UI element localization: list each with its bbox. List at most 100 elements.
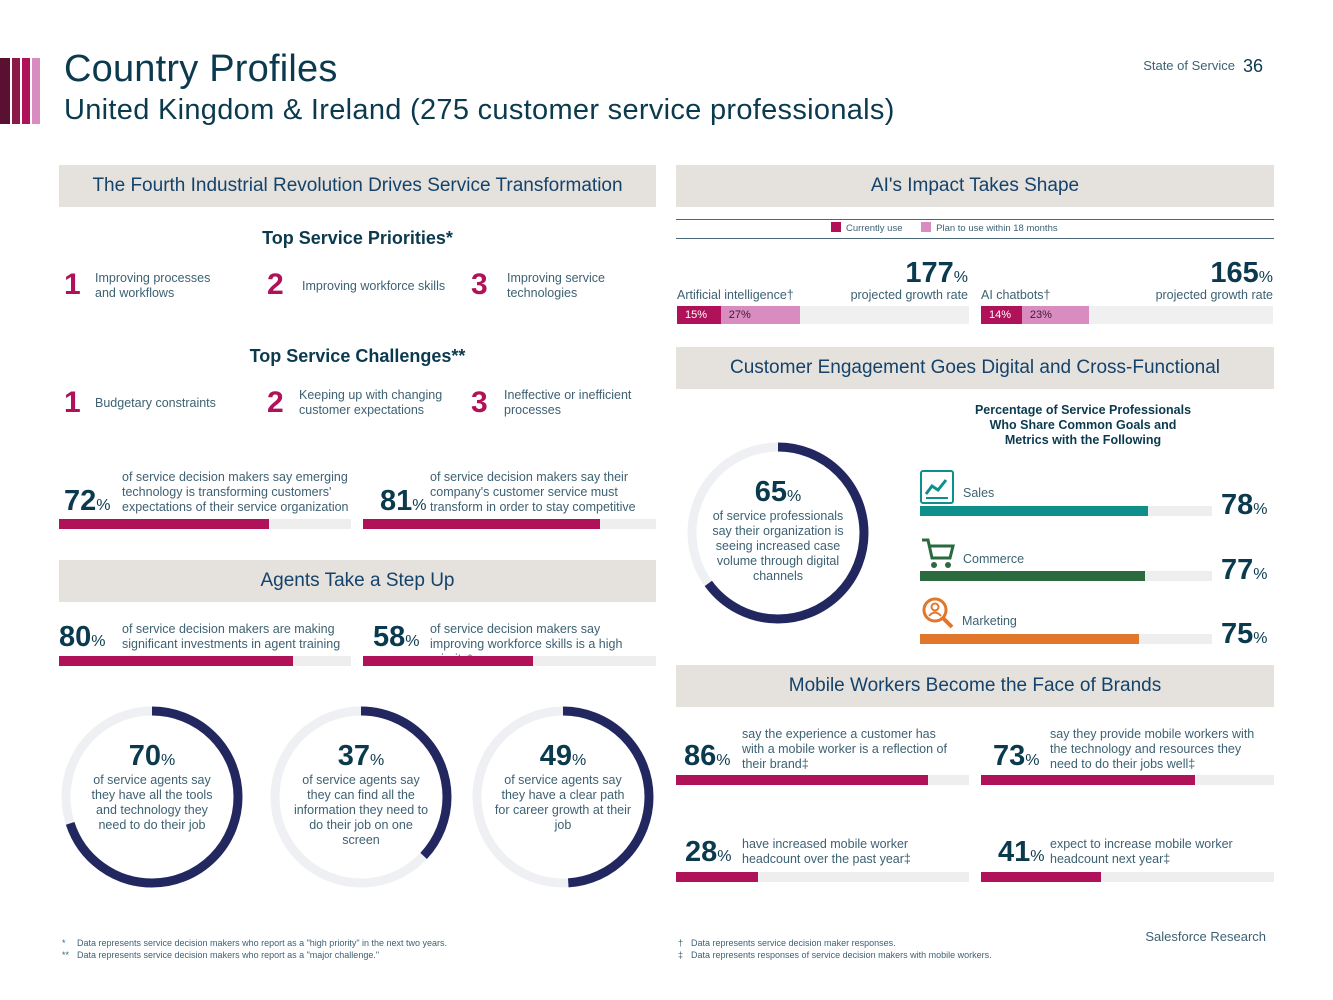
- mobile-stat-41-fill: [981, 872, 1102, 882]
- legend-swatch-current: [831, 222, 841, 232]
- section-bar-fourth-industrial: The Fourth Industrial Revolution Drives …: [59, 165, 656, 207]
- ring-49: [472, 706, 654, 888]
- legend-swatch-plan: [921, 222, 932, 232]
- ring-65-arc: [687, 442, 869, 624]
- footnote-4: ‡ Data represents responses of service de…: [678, 949, 1118, 961]
- ring-65-text: 65% of service professionals say their or…: [703, 476, 853, 584]
- legend-plan: Plan to use within 18 months: [936, 223, 1058, 234]
- goal-value-marketing: 75%: [1221, 619, 1268, 654]
- ring-37-unit: %: [370, 752, 385, 769]
- ring-49-unit: %: [572, 752, 587, 769]
- ring-65-unit: %: [787, 488, 802, 505]
- ai-bar-2-plan-label: 23%: [1029, 309, 1052, 321]
- page-title: Country Profiles: [64, 48, 338, 90]
- ai-bar-1-plan-label: 27%: [728, 309, 751, 321]
- ring-70-number: 70%: [82, 740, 222, 773]
- stat-81: 81%: [380, 486, 427, 521]
- ring-70-arc: [61, 706, 243, 888]
- mobile-stat-41-unit: %: [1030, 848, 1045, 865]
- challenge-rank-1: 1: [64, 386, 81, 419]
- mobile-stat-28-text: have increased mobile worker headcount o…: [742, 837, 911, 866]
- mobile-stat-86-track: [676, 775, 969, 785]
- ai-label-2: AI chatbots†: [981, 288, 1051, 302]
- footnote-2-text: Data represents service decision makers …: [77, 950, 380, 960]
- mobile-stat-73-fill: [981, 775, 1195, 785]
- mobile-stat-86: 86%: [684, 741, 731, 776]
- ai-bar-2-current-label: 14%: [989, 309, 1012, 321]
- ai-bar-1-plan: 27%: [720, 306, 800, 324]
- section-bar-agents: Agents Take a Step Up: [59, 560, 656, 602]
- priorities-title-text: Top Service Priorities*: [262, 228, 453, 248]
- footnote-1-mark: *: [62, 938, 66, 948]
- stat-58-unit: %: [405, 633, 420, 650]
- goal-value-commerce: 77%: [1221, 555, 1268, 590]
- goal-fill-commerce: [920, 571, 1145, 581]
- goal-fill-marketing: [920, 634, 1139, 644]
- ring-65-value: 65: [754, 476, 788, 508]
- goal-value-marketing-num: 75: [1221, 618, 1254, 650]
- priority-text-1: Improving processes and workflows: [95, 271, 211, 300]
- stat-72: 72%: [64, 486, 111, 521]
- stat-72-value: 72: [64, 485, 97, 517]
- stat-58-text: of service decision makers say improving…: [430, 622, 623, 666]
- stat-80-text: of service decision makers are making si…: [122, 622, 341, 651]
- stat-72-track: [59, 519, 351, 529]
- ai-growth-2-value: 165: [1210, 257, 1259, 289]
- mobile-stat-73: 73%: [993, 741, 1040, 776]
- legend: Currently use Plan to use within 18 mont…: [831, 222, 1058, 234]
- stat-81-track: [363, 519, 656, 529]
- goal-label-sales: Sales: [963, 486, 995, 500]
- goal-track-marketing: [920, 634, 1212, 644]
- ring-70-text: 70% of service agents say they have all t…: [82, 740, 222, 833]
- footnote-4-text: Data represents responses of service dec…: [691, 950, 992, 960]
- stat-72-unit: %: [96, 497, 111, 514]
- ring-37-arc: [270, 706, 452, 888]
- ai-growth-label-2: projected growth rate: [1155, 288, 1273, 302]
- sales-chart-icon: [920, 470, 954, 504]
- mobile-stat-28-track: [676, 872, 969, 882]
- mobile-stat-73-value: 73: [993, 740, 1026, 772]
- section-bar-engagement: Customer Engagement Goes Digital and Cro…: [676, 347, 1274, 389]
- right-footnotes: † Data represents service decision maker …: [678, 937, 1118, 961]
- challenge-text-1: Budgetary constraints: [95, 396, 216, 410]
- ring-49-arc: [472, 706, 654, 888]
- ai-growth-1: 177%: [905, 258, 968, 293]
- mobile-stat-86-value: 86: [684, 740, 717, 772]
- ring-49-number: 49%: [493, 740, 633, 773]
- priority-text-2: Improving workforce skills: [302, 279, 446, 293]
- footnote-2: ** Data represents service decision maker…: [62, 949, 622, 961]
- goal-value-sales: 78%: [1221, 490, 1268, 525]
- stat-80-unit: %: [91, 633, 106, 650]
- mobile-stat-86-fill: [676, 775, 928, 785]
- challenges-title: Top Service Challenges**: [59, 346, 656, 367]
- mobile-stat-41: 41%: [998, 837, 1045, 872]
- legend-current: Currently use: [846, 223, 903, 234]
- goal-track-sales: [920, 506, 1212, 516]
- ring-70: [61, 706, 243, 888]
- mobile-stat-28: 28%: [685, 837, 732, 872]
- ring-37-text: 37% of service agents say they can find a…: [291, 740, 431, 848]
- goal-track-commerce: [920, 571, 1212, 581]
- mobile-stat-41-track: [981, 872, 1274, 882]
- ring-65-number: 65%: [703, 476, 853, 509]
- goal-label-marketing: Marketing: [962, 614, 1017, 628]
- challenge-rank-3: 3: [471, 386, 488, 419]
- section-bar-ai: AI's Impact Takes Shape: [676, 165, 1274, 207]
- priority-rank-1: 1: [64, 268, 81, 301]
- page-subtitle: United Kingdom & Ireland (275 customer s…: [64, 94, 895, 126]
- goal-value-commerce-num: 77: [1221, 554, 1254, 586]
- mobile-stat-28-value: 28: [685, 836, 718, 868]
- stat-81-value: 81: [380, 485, 413, 517]
- page-header-section: State of Service 36: [1143, 56, 1263, 77]
- ai-label-1: Artificial intelligence†: [677, 288, 794, 302]
- legend-bottom-rule: [676, 238, 1274, 239]
- footnote-1: * Data represents service decision makers…: [62, 937, 622, 949]
- section-bar-mobile: Mobile Workers Become the Face of Brands: [676, 665, 1274, 707]
- ring-65: [687, 442, 869, 624]
- stat-81-text: of service decision makers say their com…: [430, 470, 636, 514]
- ai-bar-2-plan: 23%: [1021, 306, 1090, 324]
- priority-rank-3: 3: [471, 268, 488, 301]
- mobile-stat-73-track: [981, 775, 1274, 785]
- stat-80-track: [59, 656, 351, 666]
- magnifier-person-icon: [920, 596, 956, 635]
